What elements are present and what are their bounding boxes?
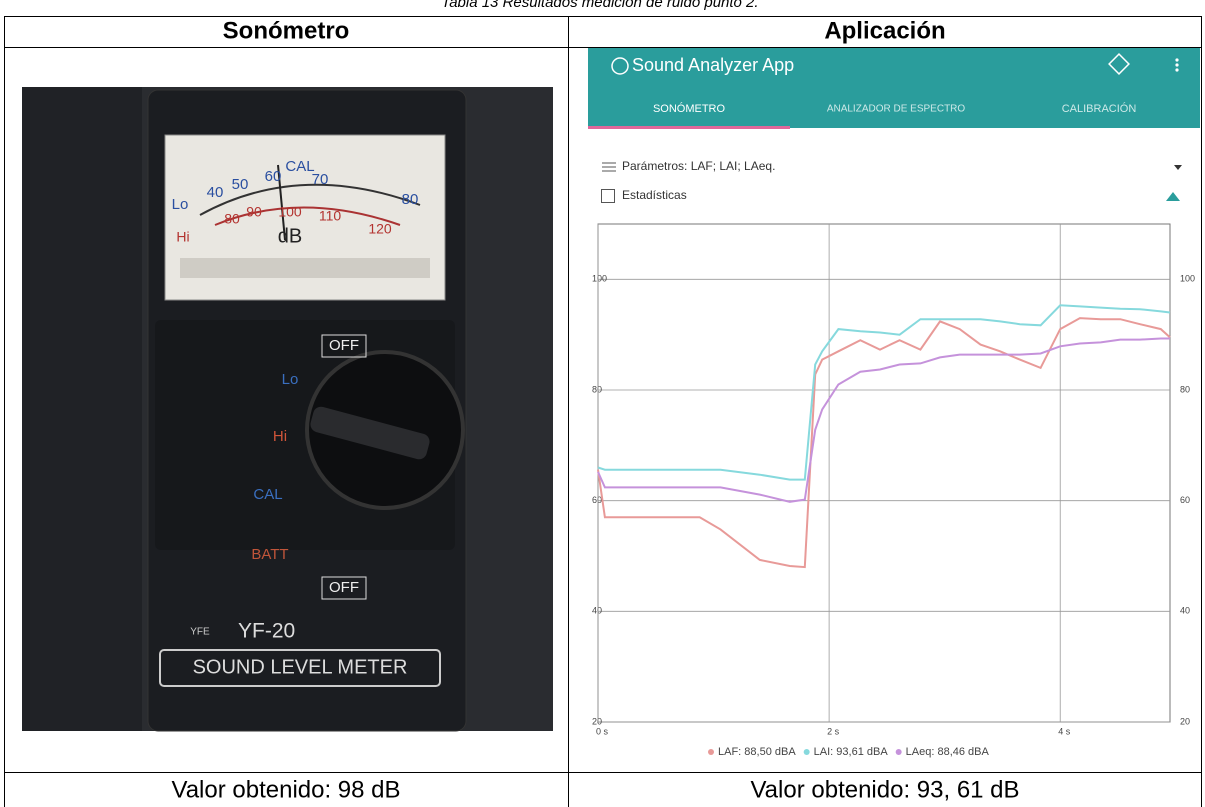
tab[interactable]: CALIBRACIÓN xyxy=(1062,102,1137,115)
y-tick-label: 60 xyxy=(592,495,602,505)
switch-label: BATT xyxy=(251,546,288,563)
y2-tick-label: 80 xyxy=(1180,384,1190,394)
x-tick-label: 0 s xyxy=(596,726,609,736)
scale-label: CAL xyxy=(285,158,314,175)
scale-label: Hi xyxy=(176,229,189,245)
header-cell: Aplicación xyxy=(824,17,945,44)
y2-tick-label: 100 xyxy=(1180,274,1195,284)
menu-dot[interactable] xyxy=(1175,63,1178,66)
parameters[interactable]: Parámetros: LAF; LAI; LAeq. xyxy=(622,159,775,173)
params-icon xyxy=(602,163,616,171)
menu-dot[interactable] xyxy=(1175,68,1178,71)
tab-indicator xyxy=(588,126,790,129)
footer-cell: Valor obtenido: 98 dB xyxy=(171,776,400,803)
legend-marker xyxy=(804,749,810,755)
statistics[interactable]: Estadísticas xyxy=(622,188,687,202)
scale-label: 40 xyxy=(207,184,224,201)
scale-label: 80 xyxy=(224,211,240,227)
legend-label: LAI: 93,61 dBA xyxy=(814,746,889,758)
scale-label: 110 xyxy=(319,208,342,224)
legend-marker xyxy=(708,749,714,755)
scale-label: Lo xyxy=(172,196,189,213)
x-tick-label: 2 s xyxy=(827,726,840,736)
chart: 20 20 40 40 60 60 80 80 100 100 0 s 2 s 4 s LAF: 88,5… xyxy=(592,224,1195,758)
legend-label: LAeq: 88,46 dBA xyxy=(906,746,990,758)
app-screenshot: Sound Analyzer App SONÓMETRO ANALIZADOR … xyxy=(588,48,1200,758)
y2-tick-label: 60 xyxy=(1180,495,1190,505)
switch-label: CAL xyxy=(253,486,282,503)
caption: Tabla 13 Resultados medición de ruido pu… xyxy=(441,0,758,11)
dial-shade xyxy=(180,258,430,278)
app-title[interactable]: Sound Analyzer App xyxy=(632,55,794,75)
y-tick-label: 40 xyxy=(592,606,602,616)
y-tick-label: 20 xyxy=(592,716,602,726)
scale-label: 90 xyxy=(246,204,262,220)
scale-label: 80 xyxy=(402,191,419,208)
x-tick-label: 4 s xyxy=(1058,726,1071,736)
header-cell: Sonómetro xyxy=(223,17,350,44)
y2-tick-label: 20 xyxy=(1180,716,1190,726)
switch-label: OFF xyxy=(329,579,359,596)
scale-label: 60 xyxy=(265,168,282,185)
footer-cell: Valor obtenido: 93, 61 dB xyxy=(750,776,1019,803)
menu-dot[interactable] xyxy=(1175,58,1178,61)
meter-label: SOUND LEVEL METER xyxy=(193,656,408,678)
model: YF-20 xyxy=(238,620,295,643)
scale-label: 50 xyxy=(232,176,249,193)
page: Tabla 13 Resultados medición de ruido pu… xyxy=(0,0,1205,807)
tab[interactable]: SONÓMETRO xyxy=(653,102,726,115)
y2-tick-label: 40 xyxy=(1180,606,1190,616)
series-line xyxy=(598,318,1170,567)
switch-label: Lo xyxy=(282,371,299,388)
legend-marker xyxy=(896,749,902,755)
dropdown-arrow[interactable] xyxy=(1174,165,1182,170)
tab[interactable]: ANALIZADOR DE ESPECTRO xyxy=(827,104,966,115)
brand: YFE xyxy=(190,627,210,638)
plot-frame xyxy=(598,224,1170,722)
switch-label: OFF xyxy=(329,337,359,354)
scale-label: 100 xyxy=(278,204,302,220)
collapse-arrow[interactable] xyxy=(1166,192,1180,201)
photo-shadow xyxy=(22,87,142,731)
series-line xyxy=(598,339,1170,502)
series-line xyxy=(598,305,1170,479)
legend-label: LAF: 88,50 dBA xyxy=(718,746,796,758)
scale-label: 120 xyxy=(368,221,392,237)
switch-label: Hi xyxy=(273,428,287,445)
scale-label: 70 xyxy=(312,171,329,188)
checkbox[interactable] xyxy=(602,190,615,203)
y-tick-label: 80 xyxy=(592,384,602,394)
dial-unit: dB xyxy=(278,225,302,247)
y-tick-label: 100 xyxy=(592,274,607,284)
